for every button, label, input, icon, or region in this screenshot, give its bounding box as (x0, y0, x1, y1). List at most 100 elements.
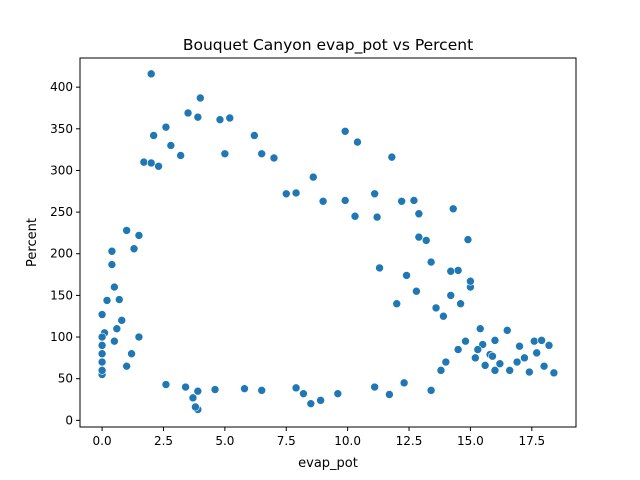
data-point (306, 399, 316, 408)
data-point (134, 231, 144, 240)
data-point (291, 188, 301, 198)
data-point (139, 157, 149, 167)
data-point (257, 149, 267, 159)
data-point (149, 131, 158, 140)
data-point (461, 336, 470, 346)
x-ticks: 0.0 2.5 5.0 7.5 10.0 12.5 15.0 17.5 (93, 427, 545, 448)
data-point (340, 196, 350, 205)
data-point (183, 108, 193, 118)
data-point (502, 326, 512, 335)
data-point (372, 212, 382, 222)
data-point (426, 386, 436, 395)
data-point (387, 152, 397, 162)
data-point (210, 385, 220, 394)
data-point (191, 402, 200, 412)
x-tick-label: 2.5 (154, 434, 173, 448)
data-point (146, 69, 156, 79)
data-point (529, 336, 539, 346)
data-point (456, 299, 465, 309)
data-point (154, 161, 163, 171)
data-point (193, 386, 203, 396)
y-tick-label: 200 (50, 247, 73, 261)
data-point (392, 299, 402, 309)
y-tick-label: 0 (65, 413, 73, 427)
data-point (402, 271, 411, 280)
data-point (473, 345, 483, 354)
data-point (318, 196, 328, 206)
data-point (475, 324, 485, 334)
data-point (505, 366, 515, 375)
data-point (446, 266, 456, 276)
data-point (240, 384, 249, 393)
data-point (196, 93, 205, 103)
y-tick-label: 350 (50, 122, 73, 136)
data-point (525, 367, 534, 377)
data-point (97, 341, 107, 350)
data-point (353, 137, 362, 147)
data-point (490, 336, 500, 345)
data-point (520, 353, 529, 363)
x-tick-label: 17.5 (518, 434, 545, 448)
data-point (117, 316, 127, 325)
data-point (269, 153, 279, 163)
data-point (466, 276, 475, 286)
data-point (146, 158, 156, 168)
data-point (112, 324, 122, 334)
data-point (114, 295, 124, 304)
data-point (97, 349, 107, 359)
data-point (490, 366, 500, 375)
y-tick-label: 250 (50, 205, 73, 219)
data-point (471, 353, 480, 363)
data-point (439, 311, 448, 321)
data-point (549, 368, 559, 378)
data-point (480, 361, 490, 370)
data-point (161, 122, 171, 132)
y-ticks: 0 50 100 150 200 250 300 350 400 (50, 80, 80, 427)
x-axis-label: evap_pot (298, 456, 358, 471)
data-point (250, 131, 259, 140)
x-tick-label: 0.0 (93, 434, 112, 448)
data-point (414, 209, 424, 219)
data-point (436, 366, 446, 375)
y-axis-label: Percent (25, 218, 40, 267)
data-point (375, 263, 384, 273)
data-point (188, 393, 198, 403)
data-point (122, 226, 131, 235)
data-point (220, 149, 230, 159)
data-point (102, 296, 112, 305)
data-point (532, 348, 542, 358)
y-tick-label: 50 (58, 372, 73, 386)
data-point (385, 390, 394, 399)
data-point (166, 141, 176, 150)
data-point (515, 341, 524, 351)
x-tick-label: 10.0 (334, 434, 361, 448)
data-point (97, 332, 107, 342)
data-point (110, 282, 119, 292)
data-point (181, 382, 190, 392)
data-point (446, 291, 456, 300)
data-point (299, 389, 308, 398)
data-point (350, 211, 360, 221)
data-point (431, 303, 441, 313)
data-point (399, 378, 409, 388)
data-point (370, 382, 379, 392)
data-point (107, 260, 117, 269)
data-point (161, 380, 171, 389)
data-point (397, 196, 406, 206)
x-tick-label: 7.5 (277, 434, 296, 448)
x-tick-label: 15.0 (457, 434, 484, 448)
points-layer (97, 69, 559, 414)
data-point (97, 357, 107, 367)
data-point (281, 189, 291, 199)
data-point (193, 112, 203, 122)
data-point (453, 345, 463, 354)
data-point (215, 115, 225, 124)
data-point (291, 383, 301, 393)
data-point (463, 235, 473, 244)
data-point (316, 396, 325, 405)
plot-frame (79, 57, 577, 428)
data-point (308, 172, 318, 182)
data-point (441, 357, 451, 367)
